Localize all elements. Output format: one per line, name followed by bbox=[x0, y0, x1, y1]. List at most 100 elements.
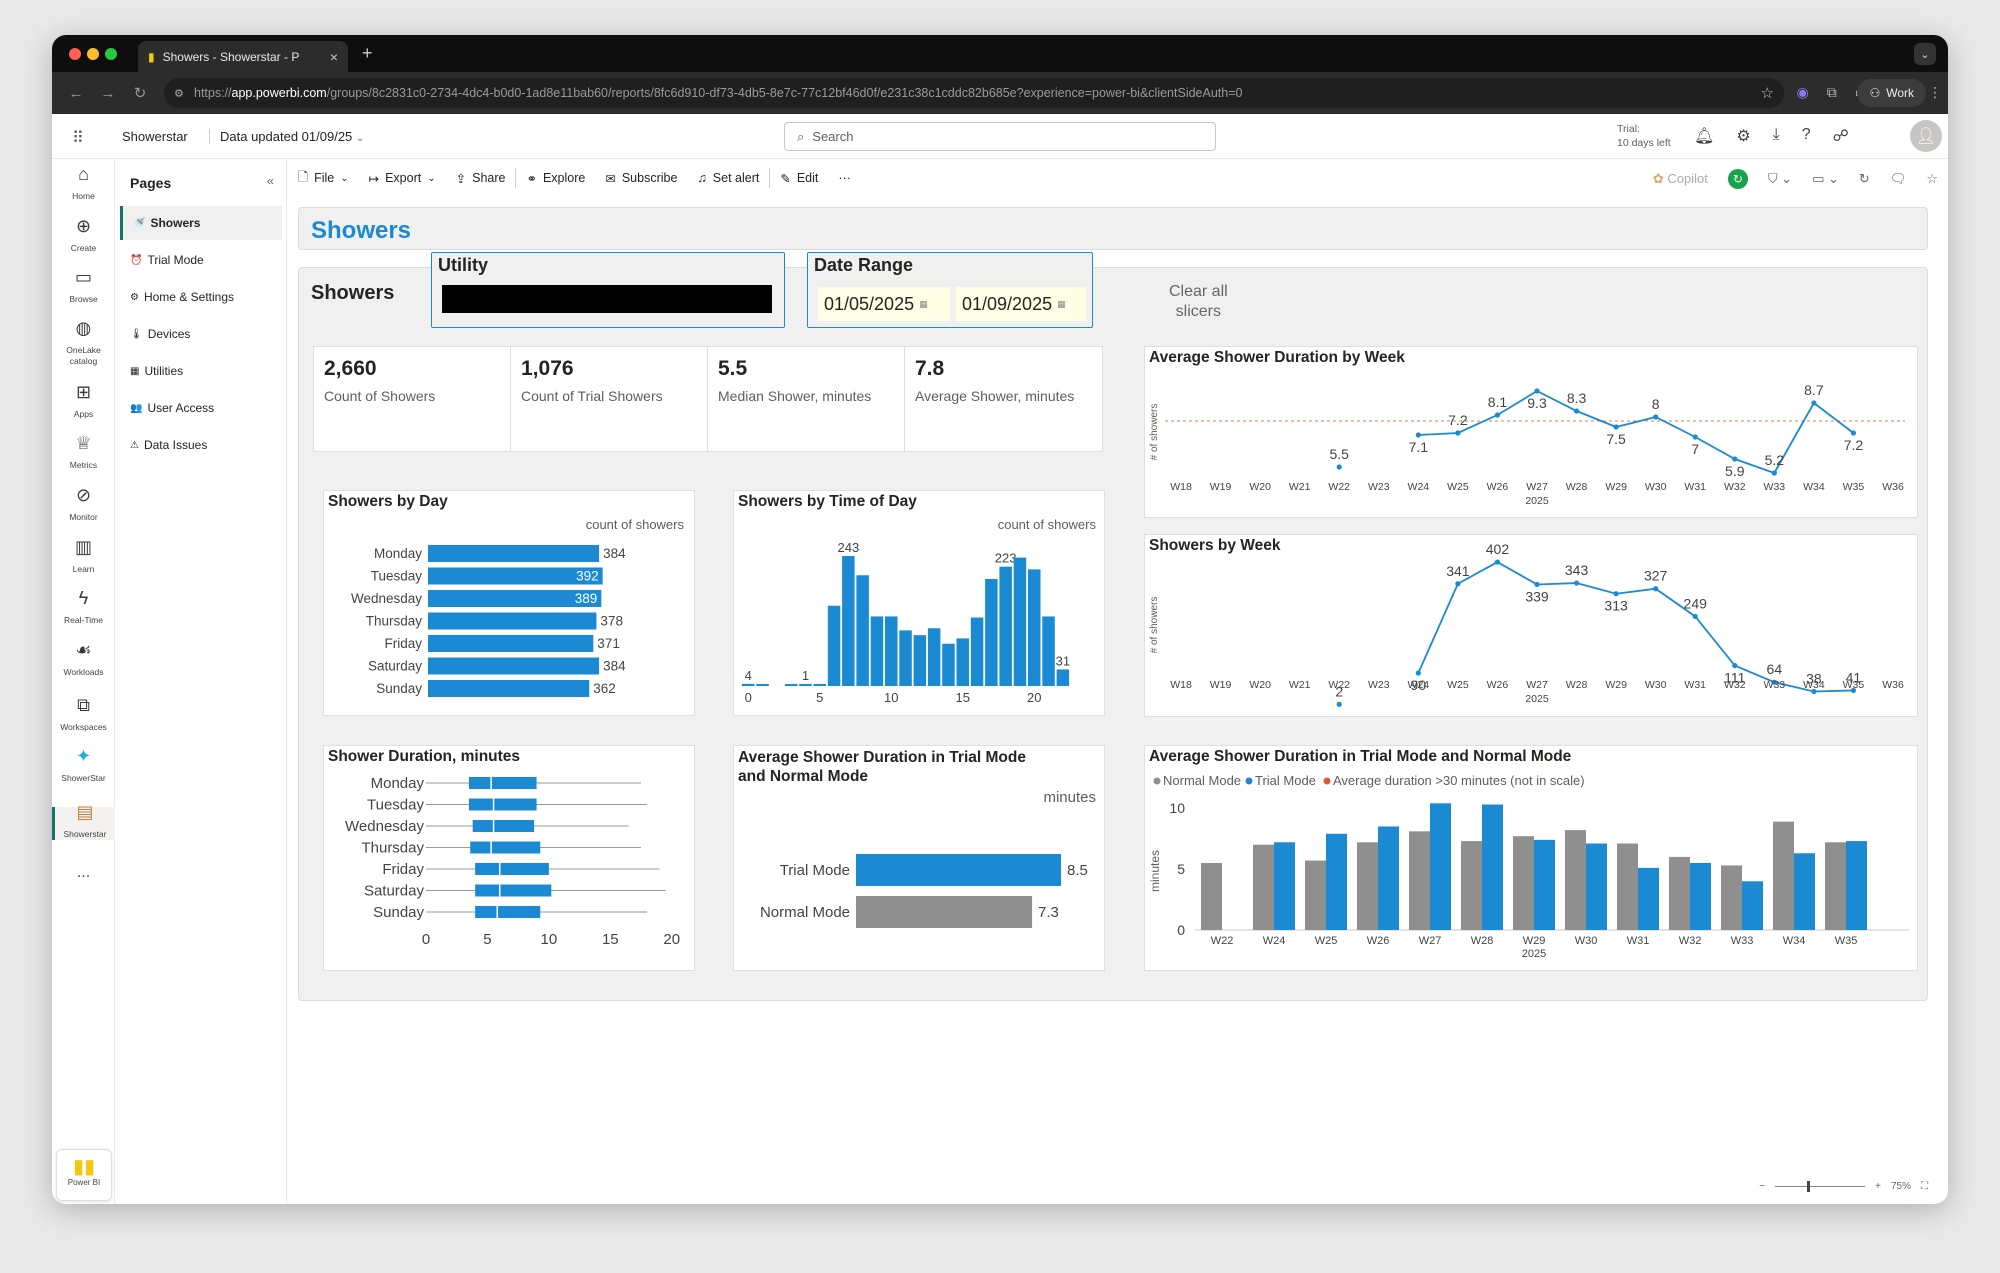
trial-normal-week-card[interactable]: Average Shower Duration in Trial Mode an… bbox=[1144, 745, 1918, 971]
rail-item-workloads[interactable]: ☙ Workloads bbox=[52, 641, 115, 678]
zoom-slider[interactable] bbox=[1775, 1181, 1866, 1192]
utility-slicer[interactable]: Utility bbox=[431, 252, 785, 328]
more-options-button[interactable]: ··· bbox=[828, 171, 861, 185]
search-input[interactable]: ⌕ Search bbox=[784, 122, 1216, 151]
zoom-control[interactable]: − + 75% ⛶ bbox=[1759, 1181, 1928, 1192]
showerstar-icon: ✦ bbox=[75, 746, 92, 766]
subscribe-button[interactable]: ✉ Subscribe bbox=[595, 171, 687, 186]
copilot-button[interactable]: ✿ Copilot bbox=[1653, 171, 1708, 187]
legend-marker bbox=[1245, 777, 1253, 785]
divider bbox=[515, 168, 517, 188]
set-alert-button[interactable]: ♫ Set alert bbox=[687, 171, 769, 185]
puzzle-icon[interactable]: ⧉ bbox=[1826, 84, 1837, 100]
close-tab-icon[interactable]: × bbox=[329, 48, 338, 65]
maximize-window-button[interactable] bbox=[105, 48, 117, 60]
bar bbox=[1274, 842, 1295, 930]
export-menu[interactable]: ↦ Export ⌄ bbox=[359, 171, 446, 186]
zoom-thumb[interactable] bbox=[1807, 1181, 1811, 1192]
rail-item-browse[interactable]: ▭ Browse bbox=[52, 268, 115, 305]
rail-item-metrics[interactable]: ♕ Metrics bbox=[52, 434, 115, 471]
rail-item-onelake-catalog[interactable]: ◍ OneLake catalog bbox=[52, 319, 115, 367]
shower-duration-card[interactable]: Shower Duration, minutes Monday Tuesday We… bbox=[323, 745, 695, 971]
view-icon[interactable]: ▭ ⌄ bbox=[1812, 171, 1839, 186]
bookmark-star-icon[interactable]: ☆ bbox=[1760, 85, 1774, 102]
favorite-icon[interactable]: ☆ bbox=[1926, 171, 1938, 186]
clear-all-slicers-button[interactable]: Clear all slicers bbox=[1169, 282, 1228, 322]
page-tab-devices[interactable]: 🌡 Devices bbox=[120, 317, 282, 351]
refresh-icon[interactable]: ↻ bbox=[1858, 171, 1870, 186]
collapse-pages-icon[interactable]: « bbox=[266, 173, 274, 188]
close-window-button[interactable] bbox=[69, 48, 81, 60]
minimize-window-button[interactable] bbox=[87, 48, 99, 60]
share-button[interactable]: ⇪ Share bbox=[446, 171, 516, 186]
more-apps-button[interactable]: ... bbox=[76, 864, 91, 881]
data-label: 38 bbox=[1806, 670, 1822, 686]
data-label: 5.2 bbox=[1765, 452, 1785, 468]
rail-item-real-time[interactable]: ϟ Real-Time bbox=[52, 589, 115, 626]
page-tab-showers[interactable]: 🚿 Showers bbox=[120, 206, 282, 240]
browser-menu-icon[interactable]: ⋮ bbox=[1928, 84, 1942, 100]
extension-icon[interactable]: ◉ bbox=[1796, 84, 1809, 100]
showers-by-week-card[interactable]: Showers by Week # of showers 2 90 341 402 339… bbox=[1144, 534, 1918, 717]
settings-icon[interactable]: ⚙ bbox=[1736, 128, 1751, 145]
page-tab-user-access[interactable]: 👥 User Access bbox=[120, 391, 282, 425]
rail-item-showerstar[interactable]: ✦ ShowerStar bbox=[52, 746, 115, 784]
new-tab-button[interactable]: + bbox=[362, 43, 373, 63]
rail-item-create[interactable]: ⊕ Create bbox=[52, 217, 115, 254]
avg-trial-normal-card[interactable]: Average Shower Duration in Trial Mode an… bbox=[733, 745, 1105, 971]
url-field[interactable]: ⚙ https://app.powerbi.com/groups/8c2831c… bbox=[164, 78, 1784, 108]
workspace-name[interactable]: Showerstar bbox=[122, 129, 188, 144]
rail-item-workspaces[interactable]: ⧉ Workspaces bbox=[52, 696, 115, 733]
x-tick-label: W20 bbox=[1249, 679, 1271, 691]
rail-item-learn[interactable]: ▥ Learn bbox=[52, 538, 115, 575]
x-tick-label: W23 bbox=[1368, 481, 1390, 493]
date-from-input[interactable]: 01/05/2025 ▦ bbox=[818, 287, 950, 321]
rail-item-showerstar[interactable]: ▤ Showerstar bbox=[52, 803, 115, 840]
back-icon[interactable]: ← bbox=[68, 84, 84, 102]
data-updated-dropdown[interactable]: Data updated 01/09/25 ⌄ bbox=[209, 129, 364, 144]
explore-button[interactable]: ⚭ Explore bbox=[516, 171, 595, 186]
page-tab-trial-mode[interactable]: ⏰ Trial Mode bbox=[120, 243, 282, 277]
bar bbox=[856, 575, 869, 686]
data-label: 41 bbox=[1846, 669, 1862, 685]
site-info-icon[interactable]: ⚙ bbox=[174, 87, 184, 100]
calendar-icon[interactable]: ▦ bbox=[919, 298, 928, 309]
tab-search-button[interactable]: ⌄ bbox=[1914, 43, 1936, 65]
search-placeholder: Search bbox=[812, 129, 854, 144]
data-label: 64 bbox=[1767, 661, 1783, 677]
share-feedback-icon[interactable]: ☍ bbox=[1832, 128, 1849, 145]
reload-icon[interactable]: ↻ bbox=[133, 85, 147, 102]
file-menu[interactable]: 🗋 File ⌄ bbox=[288, 168, 359, 189]
zoom-in-icon[interactable]: + bbox=[1875, 1181, 1881, 1192]
help-icon[interactable]: ? bbox=[1801, 126, 1811, 143]
bar bbox=[428, 657, 600, 675]
profile-button[interactable]: ⚇ Work bbox=[1857, 79, 1926, 107]
avg-duration-week-card[interactable]: Average Shower Duration by Week # of sho… bbox=[1144, 346, 1918, 518]
showers-by-day-card[interactable]: Showers by Day count of showers Monday 384… bbox=[323, 490, 695, 716]
date-to-input[interactable]: 01/09/2025 ▦ bbox=[956, 287, 1086, 321]
powerbi-switcher[interactable]: ▮▮ Power BI bbox=[56, 1149, 112, 1201]
forward-icon[interactable]: → bbox=[100, 84, 116, 102]
zoom-out-icon[interactable]: − bbox=[1759, 1181, 1766, 1192]
rail-item-monitor[interactable]: ⊘ Monitor bbox=[52, 486, 115, 523]
date-from-value: 01/05/2025 bbox=[824, 293, 915, 314]
date-range-slicer[interactable]: Date Range 01/05/2025 ▦ 01/09/2025 ▦ bbox=[807, 252, 1093, 328]
user-avatar[interactable]: 👤︎ bbox=[1910, 120, 1942, 152]
showers-by-time-card[interactable]: Showers by Time of Day count of showers 4… bbox=[733, 490, 1105, 716]
edit-button[interactable]: ✎ Edit bbox=[770, 171, 828, 186]
page-tab-utilities[interactable]: ▦ Utilities bbox=[120, 354, 282, 388]
page-tab-data-issues[interactable]: ⚠ Data Issues bbox=[120, 428, 282, 462]
refresh-status-icon[interactable]: ↻ bbox=[1727, 169, 1748, 189]
calendar-icon[interactable]: ▦ bbox=[1057, 298, 1066, 309]
bookmark-icon[interactable]: ⛉ ⌄ bbox=[1767, 171, 1793, 186]
rail-item-home[interactable]: ⌂ Home bbox=[52, 165, 115, 202]
fit-to-page-icon[interactable]: ⛶ bbox=[1921, 1181, 1928, 1192]
utility-slicer-value[interactable] bbox=[442, 285, 772, 313]
comment-icon[interactable]: 🗨︎ bbox=[1889, 171, 1907, 186]
rail-item-apps[interactable]: ⊞ Apps bbox=[52, 383, 115, 420]
download-icon[interactable]: ⤓ bbox=[1772, 126, 1780, 143]
notifications-icon[interactable]: 🔔︎ bbox=[1694, 128, 1715, 145]
page-tab-home-settings[interactable]: ⚙ Home & Settings bbox=[120, 280, 282, 314]
browser-tab[interactable]: ▮ Showers - Showerstar - P × bbox=[138, 41, 348, 72]
app-launcher-icon[interactable]: ⠿ bbox=[72, 130, 84, 147]
